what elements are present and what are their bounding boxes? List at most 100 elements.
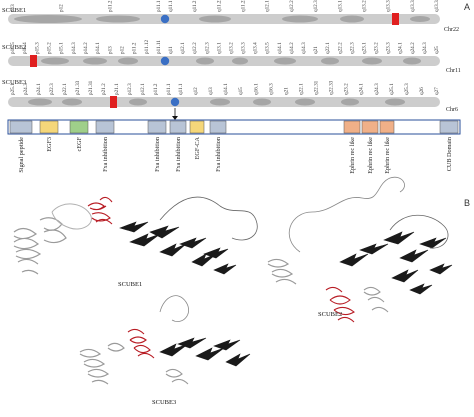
band-label: q13.32 <box>410 0 416 12</box>
chromosome-band <box>118 57 138 65</box>
centromere <box>160 56 170 66</box>
band-label: q12 <box>193 87 199 95</box>
band-label: q12.2 <box>289 0 295 12</box>
band-label: q14.1 <box>277 42 283 54</box>
helix-bundle-grey <box>165 368 189 385</box>
band-label: p14.2 <box>83 42 89 54</box>
domain-label: Signal peptide <box>18 137 25 173</box>
chromosome-band <box>28 98 52 106</box>
band-label: q22.33 <box>329 80 335 95</box>
domain-box <box>439 120 459 134</box>
band-labels: p25.1 p24.3 p24.1 p22.3 p22.1 p21.33 p21.31 p21… <box>10 80 440 95</box>
band-label: p11.2 <box>153 83 159 95</box>
chromosome-band <box>62 98 82 106</box>
band-label: q22.1 <box>325 42 331 54</box>
band-label: q13.3 <box>241 42 247 54</box>
band-label: p15.1 <box>59 42 65 54</box>
domain-box <box>189 120 205 134</box>
band-label: p12.3 <box>127 83 133 95</box>
band-label: p22.1 <box>62 83 68 95</box>
chromosome-6: p25.1 p24.3 p24.1 p22.3 p22.1 p21.33 p21.31 p21… <box>8 80 458 113</box>
beta-sheet-black <box>119 221 237 275</box>
band-label: q24.2 <box>410 42 416 54</box>
domain-label: Ephrin rec like <box>384 137 391 174</box>
chromosome-band <box>274 57 296 65</box>
band-label: q13.1 <box>337 0 343 12</box>
band-label: p12 <box>120 46 126 54</box>
band-label: p21.31 <box>88 80 94 95</box>
band-label: q21 <box>283 87 289 95</box>
band-label: q12.1 <box>180 42 186 54</box>
band-label: p22.3 <box>49 83 55 95</box>
chromosome-band <box>232 57 248 65</box>
band-label: p21.33 <box>75 80 81 95</box>
band-label: q23.2 <box>374 42 380 54</box>
structure-scube1: SCUBE1 <box>13 196 258 288</box>
chromosome-band <box>340 15 364 23</box>
band-label: p21.2 <box>101 83 107 95</box>
chromosome-band <box>196 57 214 65</box>
band-label: q16.3 <box>268 83 274 95</box>
band-label: p13 <box>10 4 16 12</box>
band-label: q11.21 <box>192 0 198 12</box>
chromosome-band <box>253 98 271 106</box>
domain-label: CUB Domain <box>446 137 453 171</box>
gene-label-scube1: SCUBE1 <box>2 7 26 14</box>
band-label: q21 <box>313 46 319 54</box>
band-label: q26 <box>419 87 425 95</box>
band-label: q13.31 <box>386 0 392 12</box>
band-label: p14.1 <box>95 42 101 54</box>
domain-label: EGF3 <box>46 137 53 152</box>
domain-boxes: Signal peptide EGF3 cEGF Fxa inhibition Fxa … <box>9 120 459 174</box>
chromosome-band <box>41 57 69 65</box>
domain-label: Fxa inhibition <box>102 137 109 172</box>
chromosome-band <box>129 98 147 106</box>
pointer-arrow-head <box>172 116 178 120</box>
helix-bundle-grey <box>79 342 125 385</box>
domain-box <box>209 120 227 134</box>
band-label: q27 <box>434 87 440 95</box>
band-label: p12 <box>59 4 65 12</box>
band-label: q23.3 <box>386 42 392 54</box>
gene-label-scube3: SCUBE3 <box>2 79 26 86</box>
domain-box <box>361 120 379 134</box>
band-label: q13.1 <box>216 42 222 54</box>
helix-bundle-grey <box>363 286 389 313</box>
chromosome-band <box>362 57 382 65</box>
band-label: p25.1 <box>10 83 16 95</box>
band-label: q15 <box>238 87 244 95</box>
domain-label: cEGF <box>76 136 83 151</box>
band-label: q11.23 <box>241 0 247 12</box>
structure-scube3: SCUBE3 <box>79 295 251 406</box>
chromosome-name: Chr11 <box>446 68 461 74</box>
domain-label: Fxa inhibition <box>215 137 222 172</box>
structure-label-scube1: SCUBE1 <box>118 281 142 288</box>
centromere <box>170 97 180 107</box>
chromosome-band <box>210 98 230 106</box>
gene-locus-marker <box>30 55 37 67</box>
band-label: q11.22 <box>216 0 222 12</box>
band-label: p11.12 <box>144 40 150 54</box>
domain-box <box>343 120 361 134</box>
band-label: q13.4 <box>253 42 259 54</box>
band-label: p15.3 <box>34 42 40 54</box>
chromosome-22: p13 p12 p11.2 p11.1 q11.1 q11.21 q11.22 q11.23 q… <box>8 0 459 33</box>
band-label: q25 <box>434 46 440 54</box>
band-label: q13.5 <box>265 42 271 54</box>
domain-label: Ephrin rec like <box>367 137 374 174</box>
chromosome-band <box>341 98 359 106</box>
band-label: q13.2 <box>228 42 234 54</box>
structure-scube2: SCUBE2 <box>267 176 453 323</box>
chromosome-band <box>199 15 231 23</box>
band-label: q16.1 <box>253 83 259 95</box>
band-label: q12.1 <box>265 0 271 12</box>
band-label: q22.31 <box>314 80 320 95</box>
band-label: p11.1 <box>166 83 172 95</box>
band-label: q22.1 <box>298 83 304 95</box>
chromosome-band <box>83 57 107 65</box>
band-label: q22.2 <box>337 42 343 54</box>
structure-label-scube3: SCUBE3 <box>152 399 176 406</box>
band-labels: p13 p12 p11.2 p11.1 q11.1 q11.21 q11.22 q11.23 q… <box>10 0 440 12</box>
panel-label-b: B <box>464 198 470 208</box>
band-label: p21.1 <box>114 83 120 95</box>
